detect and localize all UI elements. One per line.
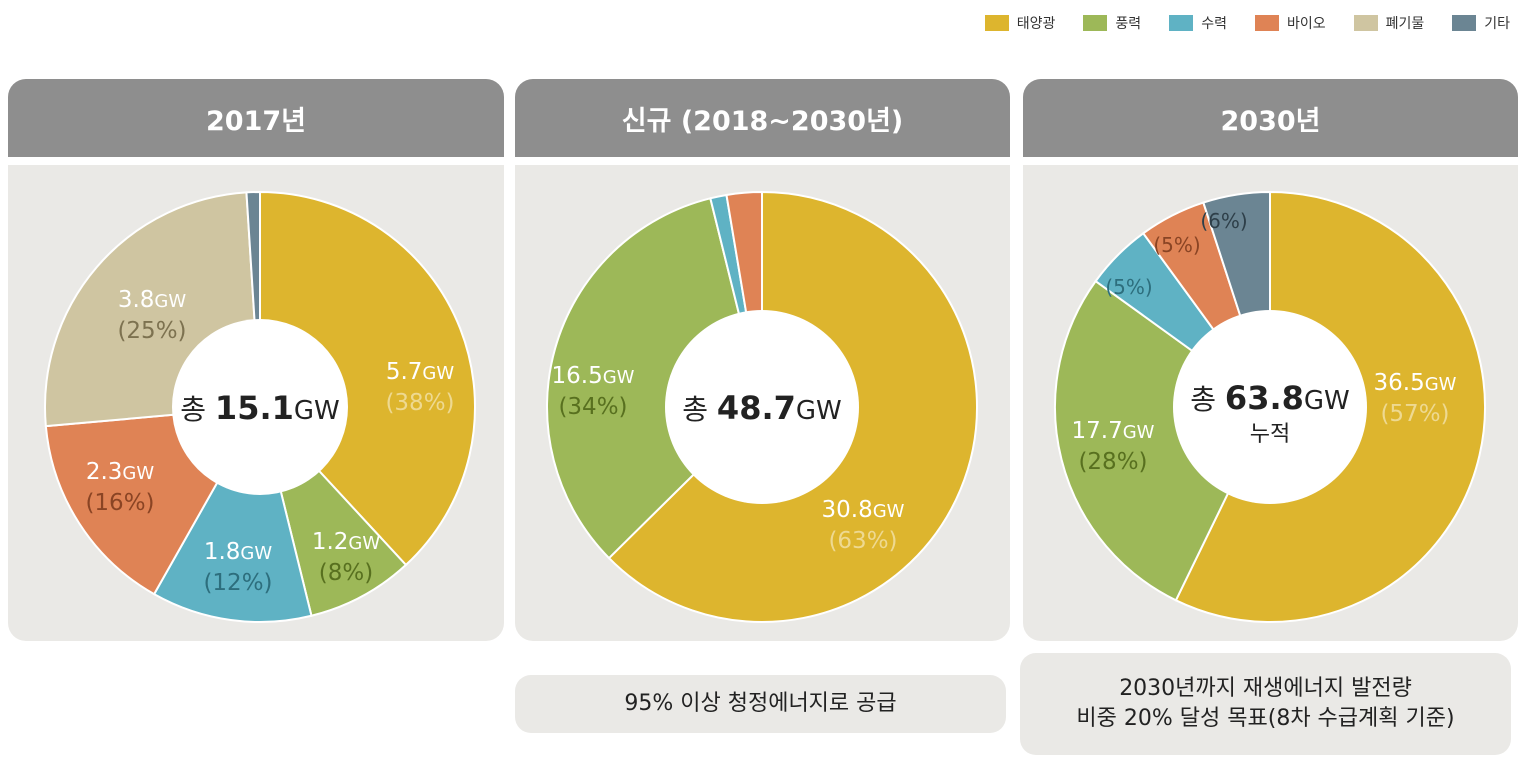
pct-label-hydro-2: (5%) <box>1105 275 1152 299</box>
pct-label-bio-2: (5%) <box>1153 233 1200 257</box>
pct-label-solar-2: (57%) <box>1380 401 1449 427</box>
legend-swatch-solar <box>984 15 1009 31</box>
note-clean-energy: 95% 이상 청정에너지로 공급 <box>515 675 1006 733</box>
donut-hole-2 <box>1173 310 1367 504</box>
slice-solar-0 <box>259 190 476 567</box>
value-label-hydro-0: 1.8GW <box>204 539 273 565</box>
pct-label-other-2: (6%) <box>1200 209 1247 233</box>
legend-swatch-waste <box>1353 15 1378 31</box>
panel-title-2030: 2030년 <box>1023 79 1518 165</box>
value-label-wind-1: 16.5GW <box>552 363 635 389</box>
legend-swatch-hydro <box>1169 15 1194 31</box>
donut-chart-2030: 총 63.8GW 누적 36.5GW (57%) 17.7GW (28%) (5%)(5%)… <box>1054 190 1486 623</box>
pct-label-waste-0: (25%) <box>117 318 186 344</box>
panel-2017: 2017년 총 15.1GW 5.7GW (38%) 1.2GW (8%) 1.8GW (1… <box>8 79 504 641</box>
pct-label-wind-2: (28%) <box>1078 449 1147 475</box>
center-sub-2: 누적 <box>1250 422 1290 447</box>
legend-label-waste: 폐기물 <box>1385 16 1425 32</box>
panel-new: 신규 (2018~2030년) 총 48.7GW 30.8GW (63%) 16.5G… <box>515 79 1010 641</box>
donut-hole-0 <box>172 319 348 495</box>
legend-item-hydro: 수력 <box>1169 13 1227 33</box>
value-label-wind-2: 17.7GW <box>1072 418 1155 444</box>
panel-title-2017: 2017년 <box>8 79 504 165</box>
legend: 태양광 풍력 수력 바이오 폐기물 기타 <box>957 10 1510 36</box>
panel-title-new: 신규 (2018~2030년) <box>515 79 1010 165</box>
center-total-0: 총 15.1GW <box>180 389 339 427</box>
legend-item-wind: 풍력 <box>1083 13 1141 33</box>
legend-label-other: 기타 <box>1484 16 1510 32</box>
slice-wind-1 <box>546 197 764 560</box>
donut-chart-2017: 총 15.1GW 5.7GW (38%) 1.2GW (8%) 1.8GW (12%) 2.3… <box>44 190 476 623</box>
value-label-solar-0: 5.7GW <box>386 359 455 385</box>
donut-hole-1 <box>665 310 859 504</box>
legend-item-solar: 태양광 <box>984 13 1056 33</box>
value-label-bio-0: 2.3GW <box>86 459 155 485</box>
legend-label-bio: 바이오 <box>1286 16 1326 32</box>
legend-label-solar: 태양광 <box>1016 16 1056 32</box>
legend-item-other: 기타 <box>1452 13 1510 33</box>
pct-label-wind-0: (8%) <box>319 560 373 586</box>
legend-swatch-bio <box>1254 15 1279 31</box>
pct-label-bio-0: (16%) <box>85 490 154 516</box>
note-clean-energy-text: 95% 이상 청정에너지로 공급 <box>624 691 897 717</box>
value-label-waste-0: 3.8GW <box>118 287 187 313</box>
legend-item-waste: 폐기물 <box>1353 13 1425 33</box>
legend-label-hydro: 수력 <box>1201 16 1227 32</box>
center-total-1: 총 48.7GW <box>682 389 841 427</box>
pct-label-hydro-0: (12%) <box>203 570 272 596</box>
slice-wind-2 <box>1054 279 1272 602</box>
center-total-2: 총 63.8GW <box>1190 379 1349 417</box>
legend-label-wind: 풍력 <box>1115 16 1142 32</box>
donut-chart-new: 총 48.7GW 30.8GW (63%) 16.5GW (34%) <box>546 190 978 623</box>
value-label-wind-0: 1.2GW <box>312 529 381 555</box>
note-target-line-1: 2030년까지 재생에너지 발전량 <box>1119 676 1412 702</box>
note-target: 2030년까지 재생에너지 발전량 비중 20% 달성 목표(8차 수급계획 기… <box>1020 653 1511 755</box>
note-target-line-2: 비중 20% 달성 목표(8차 수급계획 기준) <box>1076 706 1455 731</box>
value-label-solar-2: 36.5GW <box>1374 370 1457 396</box>
legend-swatch-other <box>1452 15 1477 31</box>
pct-label-solar-1: (63%) <box>828 528 897 554</box>
legend-item-bio: 바이오 <box>1254 13 1326 33</box>
value-label-solar-1: 30.8GW <box>822 497 905 523</box>
legend-swatch-wind <box>1083 15 1108 31</box>
pct-label-solar-0: (38%) <box>385 390 454 416</box>
pct-label-wind-1: (34%) <box>558 394 627 420</box>
panel-2030: 2030년 총 63.8GW 누적 36.5GW (57%) 17.7GW (28%) (5… <box>1023 79 1518 641</box>
